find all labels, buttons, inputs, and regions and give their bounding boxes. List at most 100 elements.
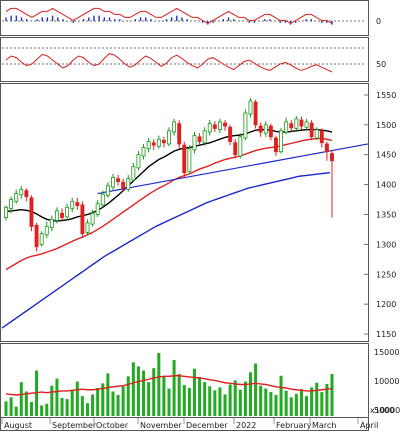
candle-body bbox=[187, 148, 192, 172]
volume-bar bbox=[238, 389, 242, 416]
oscillator-series bbox=[5, 7, 333, 25]
candle-body bbox=[289, 123, 294, 129]
volume-bar bbox=[187, 388, 191, 416]
candle-body bbox=[202, 130, 207, 144]
volume-bar bbox=[162, 375, 166, 416]
candle-body bbox=[151, 142, 156, 146]
rsi-tick-label: 50 bbox=[376, 60, 386, 69]
volume-tick-label: 15000 bbox=[374, 348, 399, 357]
volume-bar bbox=[233, 380, 237, 416]
volume-bar bbox=[70, 389, 74, 416]
candle-body bbox=[263, 124, 268, 134]
candle-body bbox=[161, 139, 166, 144]
candle-body bbox=[319, 130, 324, 144]
candle-body bbox=[217, 121, 222, 131]
candle-body bbox=[95, 203, 100, 215]
x-tick-label: October bbox=[96, 421, 129, 430]
volume-bar bbox=[310, 387, 314, 416]
volume-bar bbox=[325, 383, 329, 416]
volume-tick-label: 10000 bbox=[374, 377, 399, 386]
volume-bar bbox=[116, 395, 120, 416]
price-tick-label: 1500 bbox=[376, 121, 396, 130]
candle-body bbox=[136, 154, 141, 169]
candle-body bbox=[105, 185, 110, 196]
volume-bar bbox=[136, 366, 140, 416]
volume-bar bbox=[269, 392, 273, 416]
volume-bar bbox=[55, 378, 59, 416]
volume-bar bbox=[172, 360, 176, 416]
candle-body bbox=[212, 124, 217, 129]
volume-bar bbox=[177, 374, 181, 416]
candle-body bbox=[197, 136, 202, 142]
volume-bar bbox=[330, 374, 334, 416]
x-tick-label: August bbox=[4, 421, 32, 430]
candle-body bbox=[233, 142, 238, 156]
candle-body bbox=[54, 210, 59, 221]
volume-bar bbox=[320, 392, 324, 416]
candle-body bbox=[177, 123, 182, 145]
candle-body bbox=[258, 125, 263, 133]
candle-body bbox=[60, 212, 64, 218]
volume-bar bbox=[289, 397, 293, 416]
candle-body bbox=[274, 137, 278, 153]
volume-bar bbox=[101, 383, 105, 416]
candle-body bbox=[116, 178, 121, 183]
volume-bar bbox=[213, 390, 217, 416]
volume-bar bbox=[4, 401, 8, 416]
candle-body bbox=[279, 130, 284, 153]
volume-bar bbox=[254, 363, 258, 416]
volume-tick-label: 5000 bbox=[374, 406, 394, 415]
x-tick-label: February bbox=[276, 421, 312, 430]
black-moving-average bbox=[5, 128, 333, 222]
volume-bar bbox=[131, 362, 135, 416]
volume-bar bbox=[85, 403, 90, 416]
volume-bar bbox=[126, 376, 130, 416]
candle-body bbox=[299, 119, 304, 127]
volume-bar bbox=[264, 388, 268, 416]
candle-body bbox=[223, 122, 227, 127]
candle-body bbox=[309, 122, 314, 138]
candle-body bbox=[111, 177, 115, 188]
volume-bar bbox=[279, 375, 283, 416]
volume-bar bbox=[223, 394, 227, 416]
candle-body bbox=[304, 121, 309, 128]
volume-bar bbox=[29, 402, 33, 416]
volume-bar bbox=[284, 390, 288, 416]
oscillator-panel-frame bbox=[0, 0, 369, 36]
candle-body bbox=[324, 143, 329, 153]
volume-bar bbox=[198, 376, 202, 416]
volume-bar bbox=[111, 391, 115, 416]
price-tick-label: 1200 bbox=[376, 300, 396, 309]
candle-body bbox=[131, 166, 136, 181]
volume-bar bbox=[142, 370, 146, 416]
volume-bar bbox=[19, 382, 23, 416]
volume-bar bbox=[91, 394, 95, 416]
candle-body bbox=[75, 202, 80, 206]
candle-body bbox=[80, 204, 85, 235]
candle-body bbox=[314, 129, 319, 139]
candle-body bbox=[268, 125, 273, 138]
candle-body bbox=[192, 135, 197, 151]
candle-body bbox=[34, 224, 39, 248]
volume-bar bbox=[14, 406, 18, 416]
candle-body bbox=[14, 193, 19, 202]
price-tick-label: 1250 bbox=[376, 270, 396, 279]
candle-body bbox=[253, 101, 258, 126]
support-trendline bbox=[97, 143, 369, 195]
candle-body bbox=[207, 123, 212, 133]
volume-bar bbox=[40, 405, 44, 416]
volume-bar bbox=[294, 393, 298, 416]
candle-body bbox=[49, 218, 54, 229]
volume-bar bbox=[167, 388, 171, 416]
candle-body bbox=[70, 200, 75, 209]
x-tick-label: April bbox=[360, 421, 378, 430]
volume-bar bbox=[9, 397, 13, 416]
candle-body bbox=[121, 181, 126, 189]
price-tick-label: 1350 bbox=[376, 210, 396, 219]
candle-body bbox=[85, 222, 90, 233]
price-series bbox=[1, 97, 369, 329]
candle-body bbox=[126, 178, 131, 190]
volume-bar bbox=[243, 381, 247, 416]
